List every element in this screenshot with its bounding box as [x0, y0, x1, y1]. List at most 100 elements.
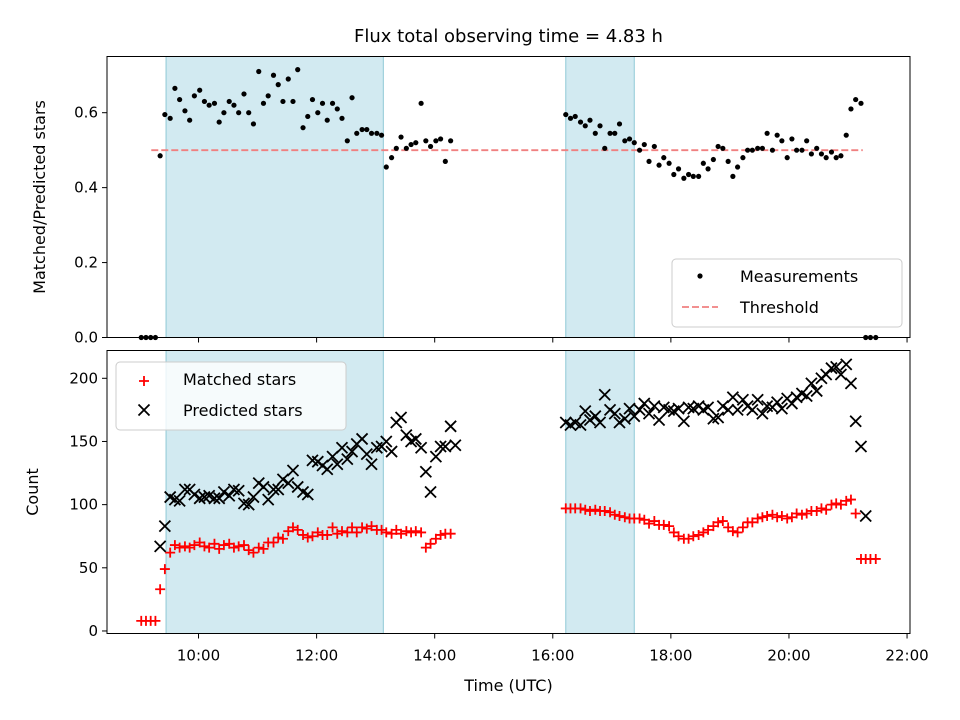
- measurements-point: [690, 173, 696, 179]
- matched-stars-point: [732, 527, 743, 538]
- measurements-point: [197, 87, 203, 93]
- x-tick-label: 10:00: [177, 647, 220, 665]
- predicted-stars-point: [370, 441, 383, 454]
- bottom-panel-frame: [106, 350, 911, 634]
- measurements-point: [364, 126, 370, 133]
- measurements-point: [671, 171, 677, 178]
- measurements-point: [853, 96, 859, 103]
- predicted-stars-point: [859, 509, 872, 523]
- predicted-stars-point: [613, 416, 626, 429]
- predicted-stars-point: [785, 397, 799, 410]
- measurements-point: [779, 138, 785, 144]
- measurements-point: [275, 82, 281, 88]
- measurements-point: [265, 93, 271, 99]
- matched-stars-point: [811, 505, 822, 516]
- predicted-stars-point: [262, 493, 275, 506]
- measurements-point: [256, 68, 262, 75]
- predicted-stars-point: [188, 488, 201, 501]
- predicted-stars-point: [439, 440, 452, 453]
- measurements-point: [696, 173, 702, 179]
- predicted-stars-point: [642, 407, 656, 420]
- measurements-point: [187, 117, 193, 123]
- predicted-stars-point: [638, 397, 651, 410]
- matched-stars-point: [199, 541, 210, 552]
- predicted-stars-point: [834, 368, 848, 381]
- measurements-point: [592, 130, 598, 136]
- matched-stars-point: [322, 529, 333, 540]
- predicted-stars-point: [790, 391, 803, 404]
- measurements-point: [329, 100, 336, 106]
- predicted-stars-point: [805, 377, 818, 390]
- predicted-stars-point: [618, 412, 631, 425]
- measurements-point: [823, 155, 829, 161]
- predicted-stars-point: [321, 463, 334, 476]
- measurements-point: [374, 130, 380, 136]
- measurements-point: [794, 147, 800, 153]
- observing-span-2: [565, 350, 635, 634]
- measurements-point: [651, 143, 657, 150]
- matched-stars-point: [727, 526, 738, 537]
- x-tick-label: 16:00: [531, 647, 574, 665]
- measurements-point: [587, 117, 593, 123]
- predicted-stars-point: [178, 483, 192, 496]
- predicted-stars-point: [217, 485, 231, 499]
- matched-stars-point: [614, 511, 625, 522]
- matched-stars-point: [644, 518, 655, 529]
- measurements-point: [622, 138, 628, 144]
- measurements-point: [334, 106, 340, 112]
- measurements-point: [270, 72, 277, 78]
- measurements-point: [784, 155, 790, 161]
- measurements-point: [177, 96, 183, 103]
- measurements-point: [388, 155, 395, 161]
- measurements-point: [191, 93, 197, 99]
- matched-stars-point: [425, 538, 436, 549]
- measurements-point: [231, 102, 237, 108]
- predicted-stars-point: [158, 519, 171, 533]
- measurements-point: [246, 110, 252, 116]
- predicted-stars-point: [598, 388, 611, 401]
- measurements-point: [413, 140, 419, 146]
- measurements-point: [612, 130, 618, 136]
- measurements-point: [300, 125, 306, 131]
- matched-stars-point: [253, 542, 264, 553]
- measurements-point: [843, 132, 849, 138]
- measurements-point: [828, 149, 835, 155]
- predicted-stars-point: [380, 435, 393, 448]
- matched-stars-point: [688, 531, 699, 542]
- observing-span-2: [565, 56, 635, 338]
- matched-stars-point: [683, 533, 694, 544]
- measurements-point: [685, 171, 692, 178]
- matched-stars-point: [850, 508, 861, 519]
- measurements-point: [403, 145, 409, 151]
- predicted-stars-point: [722, 403, 735, 417]
- measurements-point: [172, 85, 178, 91]
- measurements-point: [567, 115, 574, 121]
- measurements-point: [848, 106, 854, 112]
- predicted-stars-point: [394, 411, 408, 424]
- y-tick-label: 0.0: [74, 329, 98, 347]
- predicted-stars-point: [731, 403, 744, 417]
- bottom-y-axis-label: Count: [23, 468, 42, 516]
- bottom-legend: Matched stars Predicted stars: [115, 361, 347, 431]
- measurements-point: [577, 119, 584, 125]
- measurements-point: [442, 158, 448, 165]
- matched-stars-point: [698, 527, 709, 538]
- predicted-stars-point: [736, 393, 750, 406]
- measurements-point: [838, 153, 844, 159]
- predicted-stars-point: [682, 401, 695, 414]
- matched-stars-point: [845, 494, 856, 505]
- measurements-point: [359, 126, 365, 133]
- measurements-point: [602, 145, 608, 151]
- measurements-point: [295, 67, 301, 73]
- measurements-point: [656, 162, 662, 168]
- matched-stars-point: [233, 541, 244, 552]
- matched-stars-point: [835, 499, 846, 510]
- predicted-stars-point: [267, 483, 280, 496]
- matched-stars-point: [292, 524, 303, 535]
- measurements-point: [641, 141, 647, 148]
- predicted-stars-point: [355, 432, 369, 446]
- bottom-panel: 0 50 100 150 200 10:00 12:00 14:00 16:00 18:00 20…: [23, 350, 929, 665]
- measurements-point: [319, 100, 326, 106]
- predicted-stars-point: [593, 416, 607, 429]
- measurements-point: [710, 156, 716, 163]
